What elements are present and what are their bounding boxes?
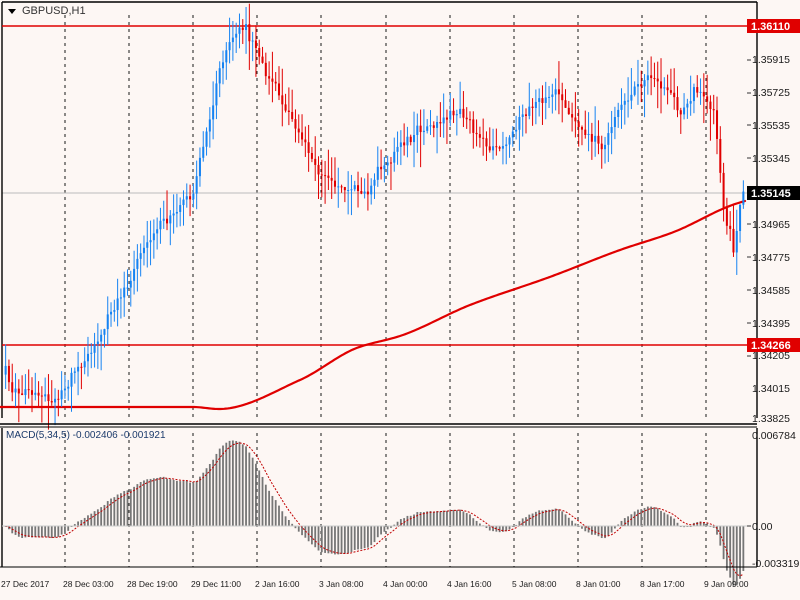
svg-text:1.35725: 1.35725 (752, 87, 790, 99)
svg-text:1.34775: 1.34775 (752, 252, 790, 264)
svg-text:1.34585: 1.34585 (752, 285, 790, 297)
svg-text:1.35345: 1.35345 (752, 153, 790, 165)
svg-text:1.34965: 1.34965 (752, 219, 790, 231)
svg-text:-0.003319: -0.003319 (752, 558, 799, 570)
svg-text:8 Jan 17:00: 8 Jan 17:00 (640, 579, 685, 589)
svg-text:1.34266: 1.34266 (751, 340, 791, 352)
svg-text:4 Jan 00:00: 4 Jan 00:00 (383, 579, 428, 589)
svg-text:1.33825: 1.33825 (752, 413, 790, 425)
svg-text:1.34395: 1.34395 (752, 318, 790, 330)
svg-text:8 Jan 01:00: 8 Jan 01:00 (576, 579, 621, 589)
svg-text:27 Dec 2017: 27 Dec 2017 (1, 579, 49, 589)
svg-text:5 Jan 08:00: 5 Jan 08:00 (512, 579, 557, 589)
svg-text:1.35535: 1.35535 (752, 120, 790, 132)
svg-text:9 Jan 09:00: 9 Jan 09:00 (704, 579, 749, 589)
svg-text:1.34015: 1.34015 (752, 383, 790, 395)
svg-text:0.006784: 0.006784 (752, 430, 796, 442)
svg-text:0.00: 0.00 (752, 521, 773, 533)
svg-text:GBPUSD,H1: GBPUSD,H1 (22, 5, 86, 17)
svg-text:1.35915: 1.35915 (752, 54, 790, 66)
svg-text:1.35145: 1.35145 (751, 188, 791, 200)
svg-text:29 Dec 11:00: 29 Dec 11:00 (191, 579, 241, 589)
svg-text:28 Dec 03:00: 28 Dec 03:00 (63, 579, 114, 589)
svg-text:2 Jan 16:00: 2 Jan 16:00 (255, 579, 300, 589)
svg-text:4 Jan 16:00: 4 Jan 16:00 (447, 579, 492, 589)
svg-text:1.36110: 1.36110 (751, 21, 790, 33)
svg-text:MACD(5,34,5) -0.002406 -0.0019: MACD(5,34,5) -0.002406 -0.001921 (6, 430, 166, 441)
svg-text:28 Dec 19:00: 28 Dec 19:00 (127, 579, 178, 589)
svg-text:3 Jan 08:00: 3 Jan 08:00 (319, 579, 364, 589)
